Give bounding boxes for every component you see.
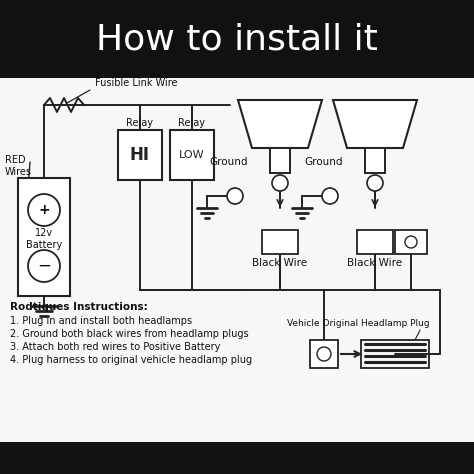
Text: 3. Attach both red wires to Positive Battery: 3. Attach both red wires to Positive Bat… xyxy=(10,342,220,352)
Text: 4. Plug harness to original vehicle headlamp plug: 4. Plug harness to original vehicle head… xyxy=(10,355,252,365)
Bar xyxy=(395,230,427,254)
Circle shape xyxy=(227,188,243,204)
Text: Relay: Relay xyxy=(179,118,206,128)
Text: LOW: LOW xyxy=(179,150,205,160)
Text: Fusible Link Wire: Fusible Link Wire xyxy=(95,78,177,88)
Circle shape xyxy=(28,194,60,226)
Bar xyxy=(262,230,298,254)
Circle shape xyxy=(317,347,331,361)
Text: Ground: Ground xyxy=(210,157,248,167)
Text: How to install it: How to install it xyxy=(96,22,378,56)
Bar xyxy=(0,398,474,442)
Bar xyxy=(0,442,474,474)
Text: −: − xyxy=(37,257,51,275)
Text: Battery: Battery xyxy=(26,240,62,250)
Text: +: + xyxy=(38,203,50,217)
Bar xyxy=(0,0,474,78)
Text: 1. Plug in and install both headlamps: 1. Plug in and install both headlamps xyxy=(10,316,192,326)
Bar xyxy=(365,148,385,173)
Text: Ground: Ground xyxy=(304,157,343,167)
Text: Vehicle Original Headlamp Plug: Vehicle Original Headlamp Plug xyxy=(287,319,430,328)
Circle shape xyxy=(322,188,338,204)
Text: HI: HI xyxy=(130,146,150,164)
Bar xyxy=(357,230,393,254)
Text: Relay: Relay xyxy=(127,118,154,128)
Circle shape xyxy=(367,175,383,191)
Circle shape xyxy=(28,250,60,282)
Text: Rodtiques Instructions:: Rodtiques Instructions: xyxy=(10,302,148,312)
Bar xyxy=(361,340,429,368)
Text: 12v: 12v xyxy=(35,228,53,238)
Circle shape xyxy=(272,175,288,191)
Text: Black Wire: Black Wire xyxy=(347,258,402,268)
Text: 2. Ground both black wires from headlamp plugs: 2. Ground both black wires from headlamp… xyxy=(10,329,249,339)
Bar xyxy=(310,340,338,368)
Polygon shape xyxy=(333,100,417,148)
Text: Black Wire: Black Wire xyxy=(253,258,308,268)
Bar xyxy=(170,130,214,180)
Polygon shape xyxy=(238,100,322,148)
Bar xyxy=(0,78,474,398)
Circle shape xyxy=(405,236,417,248)
Bar xyxy=(270,148,290,173)
Bar xyxy=(118,130,162,180)
Bar xyxy=(18,178,70,296)
Text: RED
Wires: RED Wires xyxy=(5,155,32,177)
